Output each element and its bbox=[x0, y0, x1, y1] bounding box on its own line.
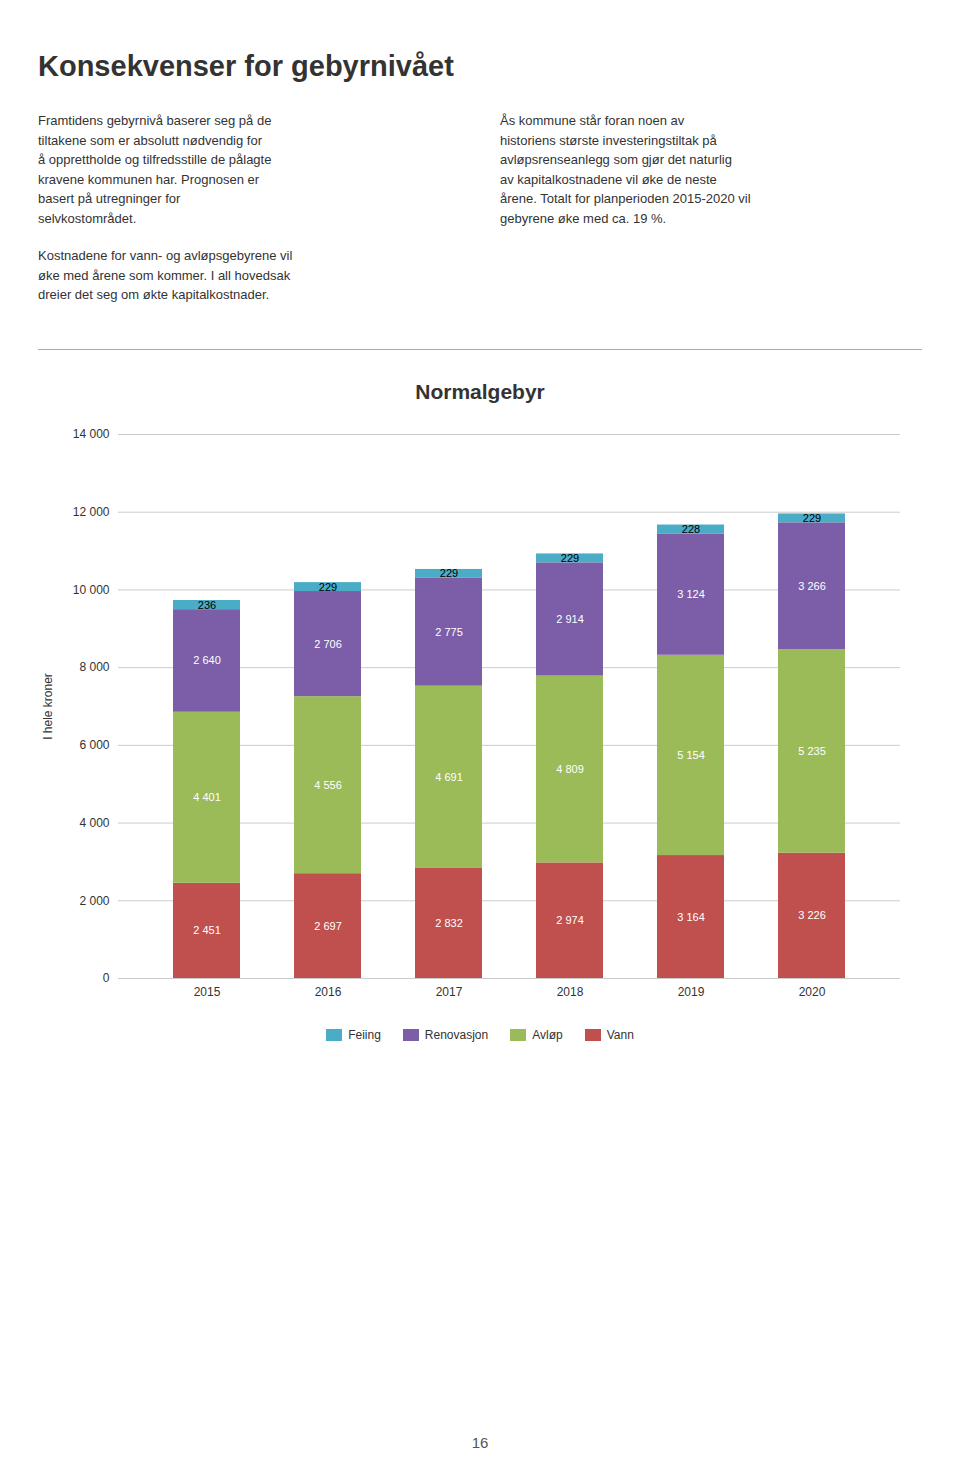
svg-text:229: 229 bbox=[319, 580, 337, 592]
svg-text:2019: 2019 bbox=[678, 985, 705, 999]
svg-text:2 775: 2 775 bbox=[435, 625, 463, 637]
svg-text:2020: 2020 bbox=[799, 985, 826, 999]
html-text:Vann: Vann bbox=[606, 1027, 634, 1042]
svg-text:229: 229 bbox=[803, 511, 821, 523]
html-text:Renovasjon: Renovasjon bbox=[424, 1027, 489, 1042]
svg-text:2 706: 2 706 bbox=[314, 637, 342, 649]
html-text:Framtidens gebyrnivå baserer s: Framtidens gebyrnivå baserer seg på de t… bbox=[38, 113, 272, 226]
svg-text:4 000: 4 000 bbox=[79, 815, 109, 829]
html-text:Konsekvenser for gebyrnivået: Konsekvenser for gebyrnivået bbox=[38, 50, 454, 82]
svg-text:I hele kroner: I hele kroner bbox=[41, 673, 55, 740]
svg-text:4 809: 4 809 bbox=[556, 763, 584, 775]
svg-text:2017: 2017 bbox=[436, 985, 463, 999]
html-text:Avløp: Avløp bbox=[532, 1027, 563, 1042]
svg-text:5 154: 5 154 bbox=[677, 748, 705, 760]
svg-text:2 697: 2 697 bbox=[314, 919, 342, 931]
svg-text:8 000: 8 000 bbox=[79, 660, 109, 674]
svg-text:0: 0 bbox=[103, 971, 110, 985]
svg-text:3 266: 3 266 bbox=[798, 579, 826, 591]
svg-text:14 000: 14 000 bbox=[73, 427, 110, 441]
html-text:16: 16 bbox=[471, 1434, 489, 1451]
svg-text:2 832: 2 832 bbox=[435, 916, 463, 928]
svg-text:2 640: 2 640 bbox=[193, 654, 221, 666]
svg-text:2015: 2015 bbox=[194, 985, 221, 999]
svg-text:4 691: 4 691 bbox=[435, 770, 463, 782]
html-text:Ås kommune står foran noen av: Ås kommune står foran noen av historiens… bbox=[500, 113, 751, 226]
svg-text:229: 229 bbox=[561, 551, 579, 563]
svg-text:229: 229 bbox=[440, 567, 458, 579]
svg-text:12 000: 12 000 bbox=[73, 505, 110, 519]
svg-text:2016: 2016 bbox=[315, 985, 342, 999]
html-text:Normalgebyr: Normalgebyr bbox=[415, 379, 545, 403]
svg-text:3 124: 3 124 bbox=[677, 588, 705, 600]
svg-text:236: 236 bbox=[198, 598, 216, 610]
svg-text:2 451: 2 451 bbox=[193, 924, 221, 936]
svg-text:2 914: 2 914 bbox=[556, 612, 584, 624]
svg-text:2 000: 2 000 bbox=[79, 893, 109, 907]
svg-text:3 226: 3 226 bbox=[798, 909, 826, 921]
svg-text:4 556: 4 556 bbox=[314, 778, 342, 790]
svg-text:10 000: 10 000 bbox=[73, 582, 110, 596]
svg-text:2018: 2018 bbox=[557, 985, 584, 999]
svg-text:5 235: 5 235 bbox=[798, 744, 826, 756]
svg-text:228: 228 bbox=[682, 522, 700, 534]
html-text:Kostnadene for vann- og avløps: Kostnadene for vann- og avløpsgebyrene v… bbox=[38, 248, 293, 302]
svg-text:4 401: 4 401 bbox=[193, 791, 221, 803]
svg-text:2 974: 2 974 bbox=[556, 914, 584, 926]
svg-text:6 000: 6 000 bbox=[79, 738, 109, 752]
html-text:Feiing: Feiing bbox=[348, 1027, 381, 1042]
svg-text:3 164: 3 164 bbox=[677, 910, 705, 922]
